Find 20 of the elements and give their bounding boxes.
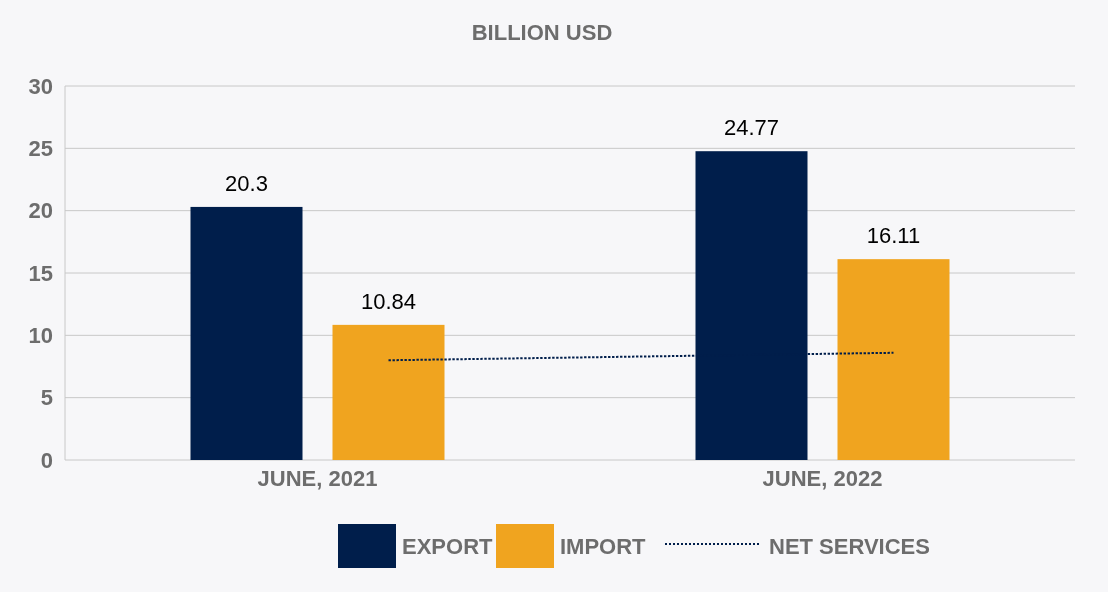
chart-title: BILLION USD (471, 20, 613, 45)
y-tick-label: 0 (40, 447, 53, 473)
y-tick-label: 30 (28, 73, 53, 99)
y-tick-label: 25 (28, 136, 53, 162)
bar (190, 206, 303, 460)
data-label: 20.3 (225, 170, 268, 196)
y-tick-label: 15 (28, 260, 53, 286)
data-label: 10.84 (360, 288, 417, 314)
bar (332, 324, 445, 460)
legend-label: EXPORT (402, 533, 494, 559)
y-tick-label: 20 (28, 198, 53, 224)
data-label: 16.11 (866, 223, 921, 249)
bar (837, 259, 950, 460)
y-tick-label: 10 (28, 323, 53, 349)
x-tick-label: JUNE, 2021 (257, 466, 378, 491)
y-tick-label: 5 (40, 385, 53, 411)
legend-label: NET SERVICES (769, 533, 930, 559)
legend-label: IMPORT (560, 533, 647, 559)
data-label: 24.77 (723, 115, 780, 141)
x-tick-label: JUNE, 2022 (762, 466, 883, 491)
